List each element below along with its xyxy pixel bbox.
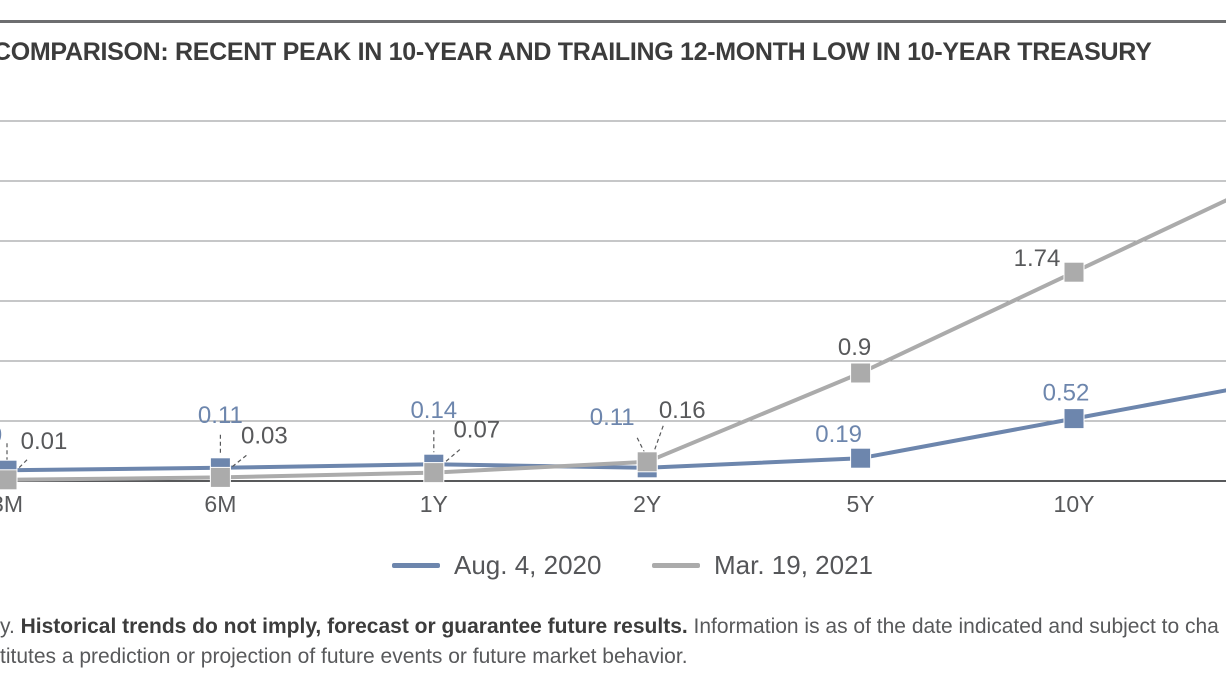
leader-line-3 [636,437,648,459]
marker-s0-5y [850,447,872,469]
legend-label-aug-2020: Aug. 4, 2020 [454,550,602,580]
chart-title: COMPARISON: RECENT PEAK IN 10-YEAR AND T… [0,38,1152,66]
legend-item-aug-2020: Aug. 4, 2020 [392,550,601,581]
footnote-line-2: titutes a prediction or projection of fu… [0,645,688,668]
x-tick-label-6m: 6M [204,491,236,517]
leader-line-7 [652,425,664,455]
legend: Aug. 4, 2020 Mar. 19, 2021 [0,550,1226,586]
x-tick-label-1y: 1Y [420,491,448,517]
data-label-s1-1y: 0.07 [453,417,500,444]
legend-item-mar-2021: Mar. 19, 2021 [652,550,873,581]
data-label-s1-5y: 0.9 [838,334,871,361]
legend-swatch-aug-2020 [392,563,440,568]
marker-s1-3m [0,469,18,491]
data-label-s1-10y: 1.74 [1014,245,1061,272]
data-label-s1-3m: 0.01 [21,428,68,455]
x-tick-label-5y: 5Y [847,491,875,517]
x-tick-label-3m: 3M [0,491,23,517]
top-rule [0,20,1226,23]
marker-s0-10y [1063,408,1085,430]
footnote-lead: y. [0,615,21,638]
data-label-s1-6m: 0.03 [241,422,288,449]
footnote-line-1: y. Historical trends do not imply, forec… [0,612,1226,642]
data-label-s0-10y: 0.52 [1043,380,1090,407]
marker-s1-6m [209,466,231,488]
line-chart: 3M 6M 1Y 2Y 5Y 10Y 09 0.11 0.14 0.11 0.19 0.52 0.01 0… [0,120,1226,517]
footnote-rest: Information is as of the date indicated … [687,615,1219,638]
footnote: y. Historical trends do not imply, forec… [0,612,1226,672]
data-label-s0-2y: 0.11 [590,404,635,431]
data-label-s0-3m: 09 [0,422,2,449]
data-label-s0-5y: 0.19 [815,421,862,448]
x-tick-label-2y: 2Y [633,491,661,517]
footnote-bold: Historical trends do not imply, forecast… [20,615,688,638]
data-label-s0-6m: 0.11 [198,402,243,429]
marker-s1-10y [1063,261,1085,283]
data-label-s0-1y: 0.14 [410,397,457,424]
legend-label-mar-2021: Mar. 19, 2021 [714,550,873,580]
legend-swatch-mar-2021 [652,563,700,568]
x-tick-label-10y: 10Y [1054,491,1095,517]
marker-s1-1y [423,462,445,484]
marker-s1-2y [636,451,658,473]
data-label-s1-2y: 0.16 [659,397,706,424]
marker-s1-5y [850,362,872,384]
